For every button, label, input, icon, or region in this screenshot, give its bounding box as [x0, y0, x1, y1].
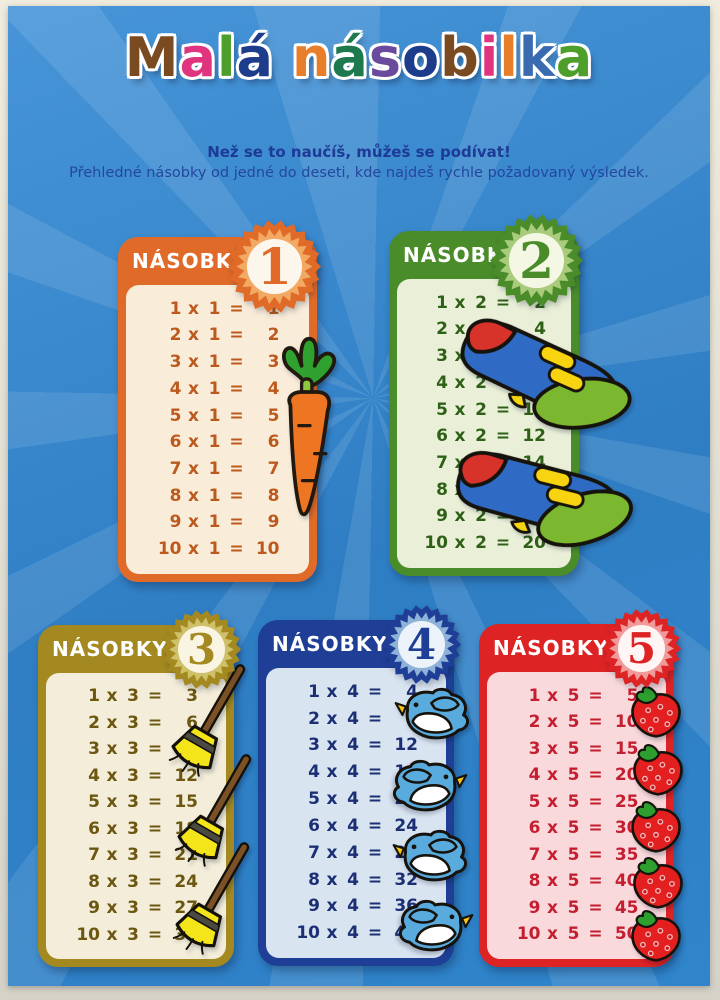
title-letter: M	[124, 26, 180, 89]
broom-icon	[168, 664, 246, 777]
title-letter: i	[479, 26, 500, 89]
card-header: NÁSOBKY	[118, 237, 248, 285]
multiplication-card-2: NÁSOBKY 2 1x2=22x2=43x2=64x2=85x2=106x2=…	[389, 214, 633, 576]
broom-icon	[174, 754, 252, 867]
multiplication-row: 9 x 5 = 45	[528, 897, 639, 918]
card-number-badge: 3	[161, 609, 242, 690]
multiplication-row: 3 x 1 = 3	[169, 352, 280, 373]
title-letter: k	[518, 26, 556, 89]
badge-number: 5	[626, 624, 657, 673]
title-letter: n	[291, 26, 332, 89]
multiplication-row: 10 x 1 = 10	[157, 539, 280, 560]
subtitle-bold: Než se to naučíš, můžeš se podívat!	[207, 143, 511, 161]
card-number-badge: 2	[489, 213, 584, 308]
multiplication-row: 7 x 1 = 7	[169, 459, 280, 480]
multiplication-row: 10 x 2 = 20	[424, 533, 546, 554]
bird-icon	[398, 899, 474, 952]
card-header-label: NÁSOBKY	[272, 632, 388, 656]
multiplication-card-5: NÁSOBKY 5 1 x 5 = 5 2 x 5 = 10 3 x 5 = 15 4 x 5 = 20 5 x 5 = 25 6…	[479, 609, 683, 967]
multiplication-row: 8 x 1 = 8	[169, 485, 280, 506]
badge-number: 1	[257, 237, 292, 296]
sneaker-icon	[460, 318, 632, 430]
title-letter: b	[440, 26, 480, 89]
badge-number: 3	[186, 625, 217, 674]
title-letter: a	[179, 26, 217, 89]
title-word: násobilka	[291, 26, 594, 89]
multiplication-row: 8 x 3 = 24	[88, 871, 198, 892]
multiplication-row: 4 x 3 = 12	[88, 765, 198, 786]
bird-icon	[394, 687, 470, 740]
card-number-badge: 4	[381, 604, 462, 685]
title-letter: á	[236, 26, 274, 89]
title-letter: s	[368, 26, 403, 89]
title-letter: á	[331, 26, 369, 89]
title-letter: l	[217, 26, 237, 89]
title-letter: o	[402, 26, 441, 89]
strawberry-icon	[631, 801, 681, 853]
multiplication-row: 3 x 4 = 12	[308, 735, 418, 756]
badge-number: 2	[519, 231, 554, 290]
badge-gear-icon	[489, 214, 584, 307]
card-header-label: NÁSOBKY	[52, 637, 168, 661]
badge-gear-icon	[161, 610, 242, 689]
poster: Malá násobilka Než se to naučíš, můžeš se…	[8, 6, 710, 986]
multiplication-table: 1 x 1 = 1 2 x 1 = 2 3 x 1 = 3 4 x 1 = 4 5 x 1 = 5 6 x 1 = 6 7 x 1 = 7 8 x 1 = 8…	[126, 285, 309, 574]
multiplication-card-1: NÁSOBKY 1 1 x 1 = 1 2 x 1 = 2 3 x 1 = 3 4 x 1 = 4 5 x 1 = 5 6 x 1 = 6…	[118, 220, 337, 582]
badge-gear-icon	[227, 220, 322, 313]
multiplication-row: 7 x 5 = 35	[528, 844, 639, 865]
multiplication-card-4: NÁSOBKY 4 1x4=42x4=83x4=124x4=165x4=206x…	[258, 605, 474, 966]
subtitle-text: Přehledné násobky od jedné do deseti, kd…	[69, 165, 649, 181]
multiplication-row: 8 x 4 = 32	[308, 869, 418, 890]
multiplication-row: 2 x 5 = 10	[528, 712, 639, 733]
bird-icon	[392, 829, 468, 882]
title-letter: a	[555, 26, 594, 89]
bird-icon	[392, 759, 468, 812]
carrot-icon	[282, 336, 337, 517]
multiplication-row: 5 x 1 = 5	[169, 405, 280, 426]
multiplication-row: 6 x 2 = 12	[436, 426, 546, 447]
multiplication-row: 9 x 4 = 36	[308, 896, 418, 917]
strawberry-icon	[633, 857, 683, 909]
sneaker-icon	[456, 450, 633, 548]
broom-icon	[172, 842, 250, 955]
multiplication-row: 1 x 1 = 1	[169, 298, 280, 319]
strawberry-icon	[633, 744, 683, 796]
card-header-label: NÁSOBKY	[132, 249, 248, 273]
multiplication-row: 1 x 5 = 5	[528, 685, 639, 706]
multiplication-row: 4 x 1 = 4	[169, 378, 280, 399]
badge-number: 4	[406, 620, 437, 669]
multiplication-row: 2 x 1 = 2	[169, 325, 280, 346]
multiplication-row: 10 x 5 = 50	[516, 924, 639, 945]
multiplication-row: 1 x 4 = 4	[308, 681, 418, 702]
multiplication-card-3: NÁSOBKY 3 1x3=32x3=63x3=94x3=125x3=156x3…	[38, 610, 252, 967]
multiplication-row: 5 x 3 = 15	[88, 792, 198, 813]
card-number-badge: 5	[601, 608, 682, 689]
strawberry-icon	[631, 910, 681, 962]
multiplication-row: 8 x 5 = 40	[528, 871, 639, 892]
strawberry-icon	[631, 686, 681, 738]
badge-gear-icon	[601, 609, 682, 688]
multiplication-row: 6 x 1 = 6	[169, 432, 280, 453]
multiplication-row: 1 x 3 = 3	[88, 686, 198, 707]
card-number-badge: 1	[227, 219, 322, 314]
multiplication-row: 6 x 4 = 24	[308, 815, 418, 836]
multiplication-row: 3 x 5 = 15	[528, 738, 639, 759]
card-header: NÁSOBKY	[38, 625, 168, 673]
multiplication-row: 4 x 5 = 20	[528, 765, 639, 786]
multiplication-row: 2 x 3 = 6	[88, 712, 198, 733]
badge-gear-icon	[381, 605, 462, 684]
card-header-label: NÁSOBKY	[493, 636, 609, 660]
multiplication-row: 9 x 1 = 9	[169, 512, 280, 533]
poster-title: Malá násobilka	[8, 26, 710, 89]
title-letter: l	[499, 26, 519, 89]
multiplication-row: 5 x 5 = 25	[528, 791, 639, 812]
card-header: NÁSOBKY	[258, 620, 388, 668]
card-header: NÁSOBKY	[479, 624, 609, 672]
title-word: Malá	[124, 26, 274, 89]
